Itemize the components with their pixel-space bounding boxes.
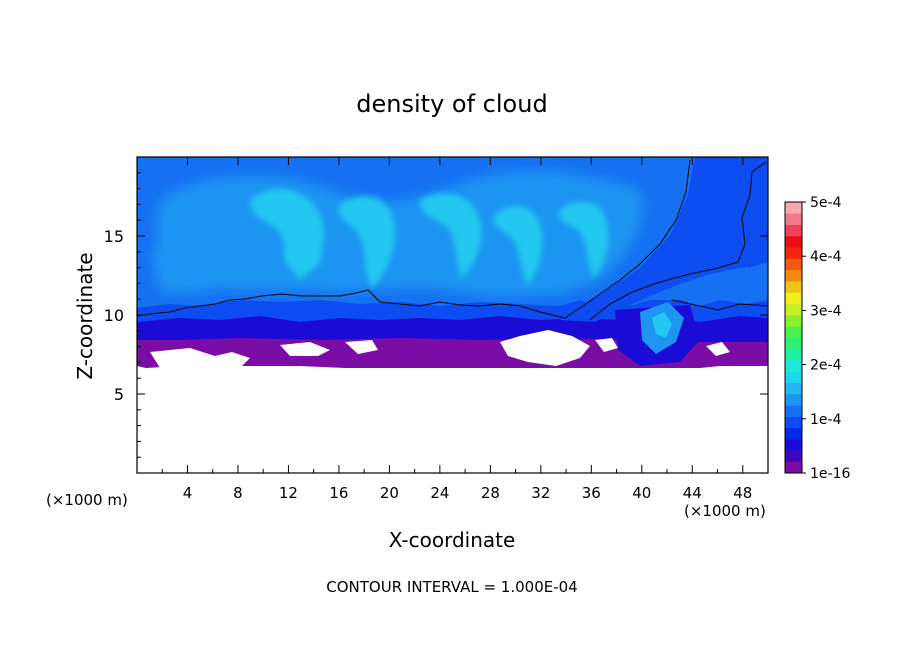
y-axis-ticks: 5 10 15 (104, 172, 768, 458)
colorbar-swatch (785, 269, 802, 282)
colorbar-label: 2e-4 (810, 358, 842, 374)
colorbar-frame (784, 201, 803, 474)
x-tick-label: 16 (329, 484, 348, 502)
y-tick-label: 10 (104, 306, 124, 325)
x-tick-label: 12 (279, 484, 298, 502)
x-unit-label-left: (×1000 m) (46, 491, 128, 509)
colorbar-swatch (785, 405, 802, 417)
x-tick-label: 20 (380, 484, 399, 502)
x-tick-label: 4 (183, 484, 193, 502)
cloud-cyan-swirls (250, 189, 609, 288)
contour-line-right-tail (671, 299, 768, 311)
colorbar-swatch (785, 281, 802, 293)
colorbar-label: 5e-4 (810, 195, 842, 211)
x-tick-label: 8 (233, 484, 243, 502)
x-tick-label: 44 (683, 484, 702, 502)
x-tick-label: 36 (582, 484, 601, 502)
colorbar-swatch (785, 235, 802, 248)
colorbar-swatch (785, 202, 802, 214)
colorbar-swatch (785, 371, 802, 384)
colorbar-swatch (785, 292, 802, 305)
cloud-convective-cell (615, 302, 700, 366)
colorbar-swatch (785, 314, 802, 327)
colorbar-swatch (785, 461, 802, 474)
colorbar-swatch (785, 439, 802, 451)
clear-air-holes (150, 330, 730, 368)
colorbar-swatch (785, 427, 802, 440)
chart-title: density of cloud (356, 90, 547, 118)
contour-line-lower (137, 289, 566, 319)
x-tick-label: 24 (430, 484, 449, 502)
colorbar-swatch (785, 247, 802, 259)
y-tick-label: 5 (114, 385, 124, 404)
colorbar-swatch (785, 337, 802, 350)
colorbar-label: 4e-4 (810, 249, 842, 265)
colorbar-swatch (785, 450, 802, 463)
x-axis-ticks: 4 8 12 16 20 24 28 32 36 40 44 48 (161, 157, 752, 502)
x-tick-label: 32 (531, 484, 550, 502)
colorbar-label: 3e-4 (810, 303, 842, 319)
colorbar-swatch (785, 213, 802, 225)
colorbar-swatch (785, 326, 802, 338)
colorbar-swatch (785, 416, 802, 429)
x-tick-label: 48 (733, 484, 752, 502)
cloud-free-lower-region (137, 368, 768, 473)
y-tick-label: 15 (104, 227, 124, 246)
plot-area (137, 157, 768, 473)
colorbar-swatch (785, 360, 802, 372)
colorbar-swatch (785, 303, 802, 316)
colorbar-swatch (785, 393, 802, 406)
x-tick-label: 40 (632, 484, 651, 502)
contour-interval-footer: CONTOUR INTERVAL = 1.000E-04 (326, 578, 577, 596)
cloud-upper-right-channel (740, 157, 768, 268)
colorbar: 1e-16 1e-4 2e-4 3e-4 4e-4 5e-4 (784, 195, 850, 482)
contour-line-upper-right (589, 161, 767, 321)
x-axis-label: X-coordinate (389, 528, 516, 552)
colorbar-swatch (785, 382, 802, 395)
colorbar-swatch (785, 224, 802, 237)
colorbar-label: 1e-16 (810, 466, 850, 482)
contour-line-downdraft (564, 159, 691, 319)
y-axis-label: Z-coordinate (73, 252, 97, 379)
colorbar-label: 1e-4 (810, 412, 842, 428)
x-tick-label: 28 (481, 484, 500, 502)
cloud-dry-downdraft (560, 157, 768, 322)
colorbar-swatch (785, 348, 802, 361)
colorbar-swatch (785, 258, 802, 271)
x-unit-label-right: (×1000 m) (684, 502, 766, 520)
